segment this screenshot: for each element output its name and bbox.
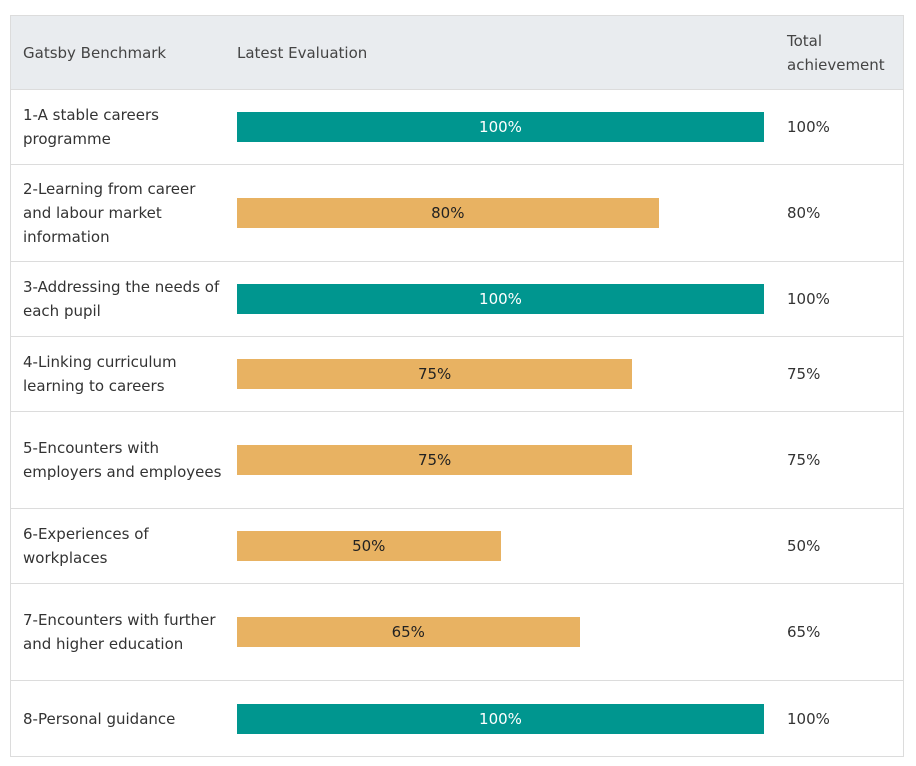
benchmark-label: 2-Learning from career and labour market…: [23, 180, 196, 246]
total-achievement-value: 80%: [787, 204, 821, 222]
evaluation-bar: 100%: [237, 284, 764, 314]
benchmark-label: 6-Experiences of workplaces: [23, 525, 149, 567]
evaluation-cell: 65%: [237, 617, 787, 647]
table-row: 1-A stable careers programme 100% 100%: [11, 90, 903, 165]
bar-value-label: 75%: [417, 365, 452, 383]
benchmark-label: 8-Personal guidance: [23, 709, 176, 728]
table-row: 2-Learning from career and labour market…: [11, 165, 903, 262]
evaluation-cell: 100%: [237, 703, 787, 734]
bar-value-label: 80%: [431, 204, 465, 222]
bar-value-label: 75%: [417, 451, 452, 469]
bar-value-label: 100%: [479, 290, 522, 308]
evaluation-bar: 100%: [237, 112, 764, 142]
bar-value-label: 100%: [479, 118, 522, 136]
benchmark-label: 1-A stable careers programme: [23, 106, 159, 148]
benchmark-label: 7-Encounters with further and higher edu…: [23, 611, 216, 653]
evaluation-cell: 75%: [237, 359, 787, 389]
evaluation-cell: 100%: [237, 284, 787, 314]
evaluation-cell: 100%: [237, 112, 787, 142]
total-achievement-value: 100%: [787, 118, 830, 136]
bar-value-label: 100%: [479, 709, 522, 728]
evaluation-bar: 75%: [237, 359, 633, 389]
evaluation-cell: 50%: [237, 531, 787, 561]
table-row: 3-Addressing the needs of each pupil 100%…: [11, 262, 903, 337]
evaluation-cell: 75%: [237, 445, 787, 475]
evaluation-bar: 75%: [237, 445, 633, 475]
evaluation-bar: 50%: [237, 531, 501, 561]
table-row: 4-Linking curriculum learning to careers…: [11, 337, 903, 412]
table-row: 8-Personal guidance 100% 100%: [11, 681, 903, 756]
total-achievement-value: 100%: [787, 709, 830, 728]
bar-value-label: 65%: [391, 623, 425, 641]
total-achievement-value: 50%: [787, 537, 821, 555]
table-row: 5-Encounters with employers and employee…: [11, 412, 903, 509]
bar-value-label: 50%: [352, 537, 386, 555]
evaluation-cell: 80%: [237, 198, 787, 228]
total-achievement-value: 100%: [787, 290, 830, 308]
total-achievement-value: 65%: [787, 623, 821, 641]
benchmark-label: 3-Addressing the needs of each pupil: [23, 278, 220, 320]
benchmark-label: 5-Encounters with employers and employee…: [23, 439, 222, 481]
header-benchmark: Gatsby Benchmark: [23, 43, 167, 62]
table-row: 7-Encounters with further and higher edu…: [11, 584, 903, 681]
table-body: 1-A stable careers programme 100% 100% 2-Le…: [11, 90, 903, 756]
header-evaluation: Latest Evaluation: [237, 43, 368, 62]
benchmark-table: Gatsby Benchmark Latest Evaluation Total…: [10, 15, 904, 757]
total-achievement-value: 75%: [787, 451, 821, 469]
evaluation-bar: 65%: [237, 617, 580, 647]
table-header: Gatsby Benchmark Latest Evaluation Total…: [11, 16, 903, 90]
total-achievement-value: 75%: [787, 365, 821, 383]
header-total-achievement: Total achievement: [787, 31, 885, 74]
evaluation-bar: 100%: [237, 703, 764, 734]
benchmark-label: 4-Linking curriculum learning to careers: [23, 353, 177, 395]
table-row: 6-Experiences of workplaces 50% 50%: [11, 509, 903, 584]
evaluation-bar: 80%: [237, 198, 659, 228]
